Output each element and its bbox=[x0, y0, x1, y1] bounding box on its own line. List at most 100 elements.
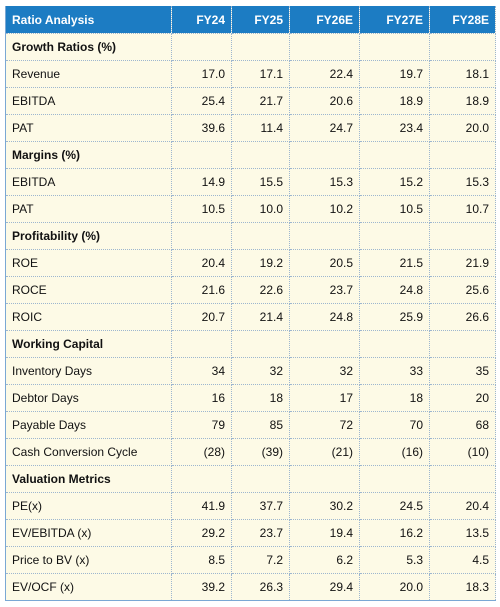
value-cell: 25.9 bbox=[359, 303, 430, 331]
value-cell: 35 bbox=[429, 357, 496, 385]
data-row: Revenue 17.0 17.1 22.4 19.7 18.1 bbox=[5, 60, 496, 88]
value-cell: 15.3 bbox=[289, 168, 360, 196]
value-cell: 17 bbox=[289, 384, 360, 412]
value-cell: 24.5 bbox=[359, 492, 430, 520]
value-cell: 23.4 bbox=[359, 114, 430, 142]
value-cell: 32 bbox=[231, 357, 290, 385]
value-cell: 32 bbox=[289, 357, 360, 385]
empty-cell bbox=[289, 33, 360, 61]
value-cell: 7.2 bbox=[231, 546, 290, 574]
value-cell: 21.4 bbox=[231, 303, 290, 331]
value-cell: 16 bbox=[171, 384, 232, 412]
row-label: PE(x) bbox=[5, 492, 172, 520]
value-cell: 15.2 bbox=[359, 168, 430, 196]
data-row: Price to BV (x) 8.5 7.2 6.2 5.3 4.5 bbox=[5, 546, 496, 574]
value-cell: 5.3 bbox=[359, 546, 430, 574]
section-row: Valuation Metrics bbox=[5, 465, 496, 493]
data-row: ROCE 21.6 22.6 23.7 24.8 25.6 bbox=[5, 276, 496, 304]
section-row: Profitability (%) bbox=[5, 222, 496, 250]
empty-cell bbox=[231, 222, 290, 250]
empty-cell bbox=[429, 33, 496, 61]
empty-cell bbox=[171, 330, 232, 358]
value-cell: 68 bbox=[429, 411, 496, 439]
empty-cell bbox=[231, 330, 290, 358]
empty-cell bbox=[231, 465, 290, 493]
value-cell: 25.6 bbox=[429, 276, 496, 304]
section-title: Valuation Metrics bbox=[5, 465, 172, 493]
value-cell: 20.0 bbox=[429, 114, 496, 142]
value-cell: 29.4 bbox=[289, 573, 360, 601]
value-cell: 10.7 bbox=[429, 195, 496, 223]
value-cell: 10.5 bbox=[359, 195, 430, 223]
section-title: Margins (%) bbox=[5, 141, 172, 169]
value-cell: 18.3 bbox=[429, 573, 496, 601]
data-row: PE(x) 41.9 37.7 30.2 24.5 20.4 bbox=[5, 492, 496, 520]
value-cell: 72 bbox=[289, 411, 360, 439]
section-row: Growth Ratios (%) bbox=[5, 33, 496, 61]
value-cell: 22.6 bbox=[231, 276, 290, 304]
value-cell: 39.6 bbox=[171, 114, 232, 142]
value-cell: 39.2 bbox=[171, 573, 232, 601]
header-row: Ratio Analysis FY24 FY25 FY26E FY27E FY28E bbox=[5, 6, 496, 34]
value-cell: 70 bbox=[359, 411, 430, 439]
data-row: PAT 10.5 10.0 10.2 10.5 10.7 bbox=[5, 195, 496, 223]
empty-cell bbox=[289, 141, 360, 169]
row-label: ROE bbox=[5, 249, 172, 277]
value-cell: 17.1 bbox=[231, 60, 290, 88]
empty-cell bbox=[171, 33, 232, 61]
column-header: FY27E bbox=[359, 6, 430, 34]
value-cell: 20.6 bbox=[289, 87, 360, 115]
row-label: PAT bbox=[5, 114, 172, 142]
value-cell: (21) bbox=[289, 438, 360, 466]
empty-cell bbox=[429, 465, 496, 493]
value-cell: 21.5 bbox=[359, 249, 430, 277]
value-cell: 19.7 bbox=[359, 60, 430, 88]
empty-cell bbox=[429, 222, 496, 250]
value-cell: 19.4 bbox=[289, 519, 360, 547]
value-cell: 18.9 bbox=[359, 87, 430, 115]
value-cell: (16) bbox=[359, 438, 430, 466]
value-cell: 20.5 bbox=[289, 249, 360, 277]
value-cell: 24.8 bbox=[289, 303, 360, 331]
row-label: Cash Conversion Cycle bbox=[5, 438, 172, 466]
data-row: EV/OCF (x) 39.2 26.3 29.4 20.0 18.3 bbox=[5, 573, 496, 601]
value-cell: 26.6 bbox=[429, 303, 496, 331]
empty-cell bbox=[171, 465, 232, 493]
data-row: Debtor Days 16 18 17 18 20 bbox=[5, 384, 496, 412]
empty-cell bbox=[289, 222, 360, 250]
empty-cell bbox=[231, 141, 290, 169]
value-cell: 79 bbox=[171, 411, 232, 439]
empty-cell bbox=[289, 330, 360, 358]
value-cell: 18 bbox=[231, 384, 290, 412]
row-label: Price to BV (x) bbox=[5, 546, 172, 574]
row-label: ROCE bbox=[5, 276, 172, 304]
value-cell: 18.1 bbox=[429, 60, 496, 88]
row-label: EBITDA bbox=[5, 168, 172, 196]
value-cell: 18 bbox=[359, 384, 430, 412]
value-cell: 10.0 bbox=[231, 195, 290, 223]
value-cell: 11.4 bbox=[231, 114, 290, 142]
value-cell: 23.7 bbox=[231, 519, 290, 547]
empty-cell bbox=[359, 330, 430, 358]
row-label: Debtor Days bbox=[5, 384, 172, 412]
value-cell: 30.2 bbox=[289, 492, 360, 520]
section-row: Margins (%) bbox=[5, 141, 496, 169]
value-cell: 22.4 bbox=[289, 60, 360, 88]
value-cell: (28) bbox=[171, 438, 232, 466]
row-label: EV/EBITDA (x) bbox=[5, 519, 172, 547]
value-cell: 20.0 bbox=[359, 573, 430, 601]
value-cell: 25.4 bbox=[171, 87, 232, 115]
data-row: EV/EBITDA (x) 29.2 23.7 19.4 16.2 13.5 bbox=[5, 519, 496, 547]
column-header: FY24 bbox=[171, 6, 232, 34]
value-cell: 37.7 bbox=[231, 492, 290, 520]
empty-cell bbox=[359, 33, 430, 61]
data-row: EBITDA 14.9 15.5 15.3 15.2 15.3 bbox=[5, 168, 496, 196]
empty-cell bbox=[359, 465, 430, 493]
empty-cell bbox=[231, 33, 290, 61]
value-cell: 29.2 bbox=[171, 519, 232, 547]
section-title: Working Capital bbox=[5, 330, 172, 358]
value-cell: 10.2 bbox=[289, 195, 360, 223]
column-header: FY25 bbox=[231, 6, 290, 34]
empty-cell bbox=[289, 465, 360, 493]
